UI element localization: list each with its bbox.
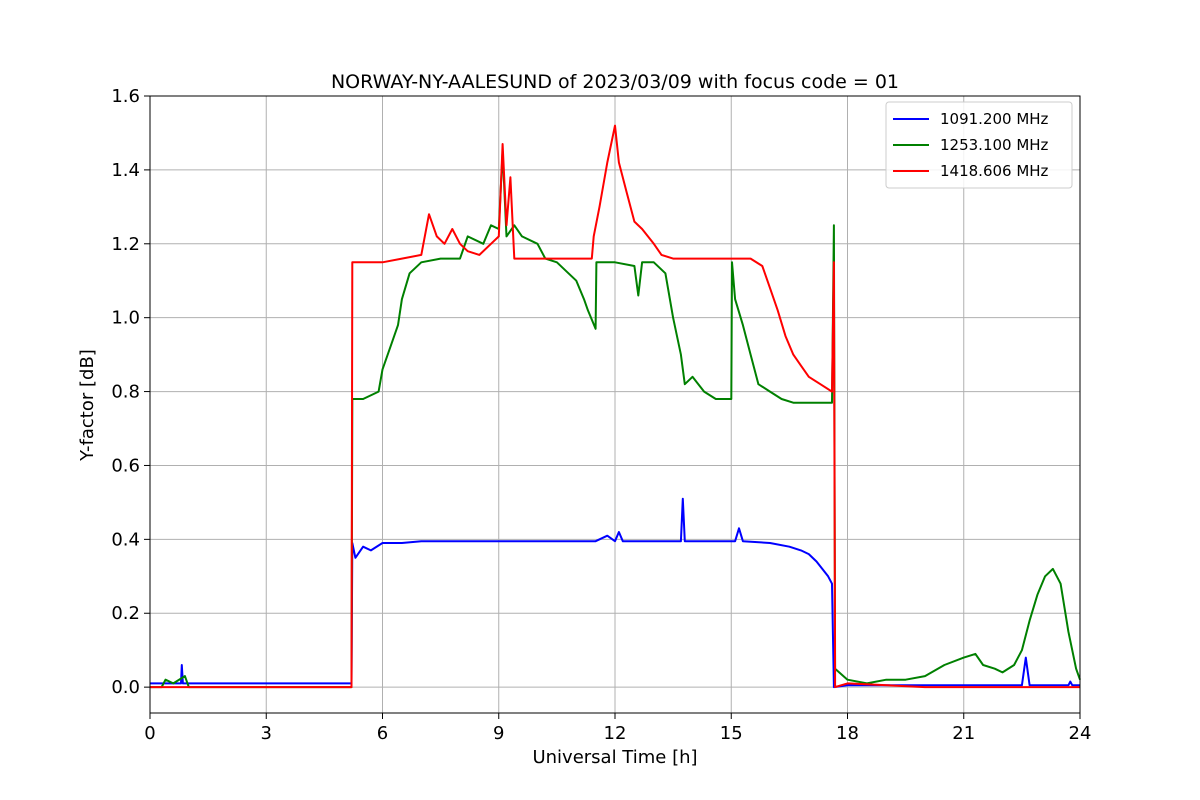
legend-label-1418: 1418.606 MHz xyxy=(940,162,1049,180)
x-tick-label: 12 xyxy=(604,723,627,744)
x-tick-label: 9 xyxy=(493,723,504,744)
y-tick-label: 0.0 xyxy=(111,677,140,698)
y-tick-label: 1.4 xyxy=(111,160,140,181)
series-line-0 xyxy=(150,497,1080,689)
y-tick-label: 1.0 xyxy=(111,308,140,329)
x-tick-label: 18 xyxy=(836,723,859,744)
y-tick-label: 0.4 xyxy=(111,529,140,550)
y-tick-label: 1.6 xyxy=(111,86,140,107)
legend-label-1253: 1253.100 MHz xyxy=(940,136,1049,154)
x-tick-label: 24 xyxy=(1069,723,1092,744)
y-tick-label: 0.2 xyxy=(111,603,140,624)
series-line-1 xyxy=(150,150,1081,689)
chart-title: NORWAY-NY-AALESUND of 2023/03/09 with fo… xyxy=(331,71,899,93)
legend: 1091.200 MHz 1253.100 MHz 1418.606 MHz xyxy=(885,101,1073,189)
x-tick-label: 6 xyxy=(377,723,388,744)
series-layer xyxy=(150,124,1081,689)
y-tick-label: 0.8 xyxy=(111,382,140,403)
x-tick-label: 15 xyxy=(720,723,743,744)
y-axis-label: Y-factor [dB] xyxy=(77,349,98,462)
x-tick-label: 0 xyxy=(144,723,155,744)
legend-label-1091: 1091.200 MHz xyxy=(940,110,1049,128)
ticks: 0 3 6 9 12 15 18 21 24 0.0 0.2 0.4 0.6 0.8 1.0 1.2 1.4 1.… xyxy=(111,86,1091,744)
y-tick-label: 1.2 xyxy=(111,234,140,255)
y-tick-label: 0.6 xyxy=(111,455,140,476)
x-tick-label: 21 xyxy=(952,723,975,744)
legend-box xyxy=(885,101,1073,189)
x-tick-label: 3 xyxy=(261,723,272,744)
x-axis-label: Universal Time [h] xyxy=(532,747,697,768)
series-line-2 xyxy=(150,124,1080,689)
